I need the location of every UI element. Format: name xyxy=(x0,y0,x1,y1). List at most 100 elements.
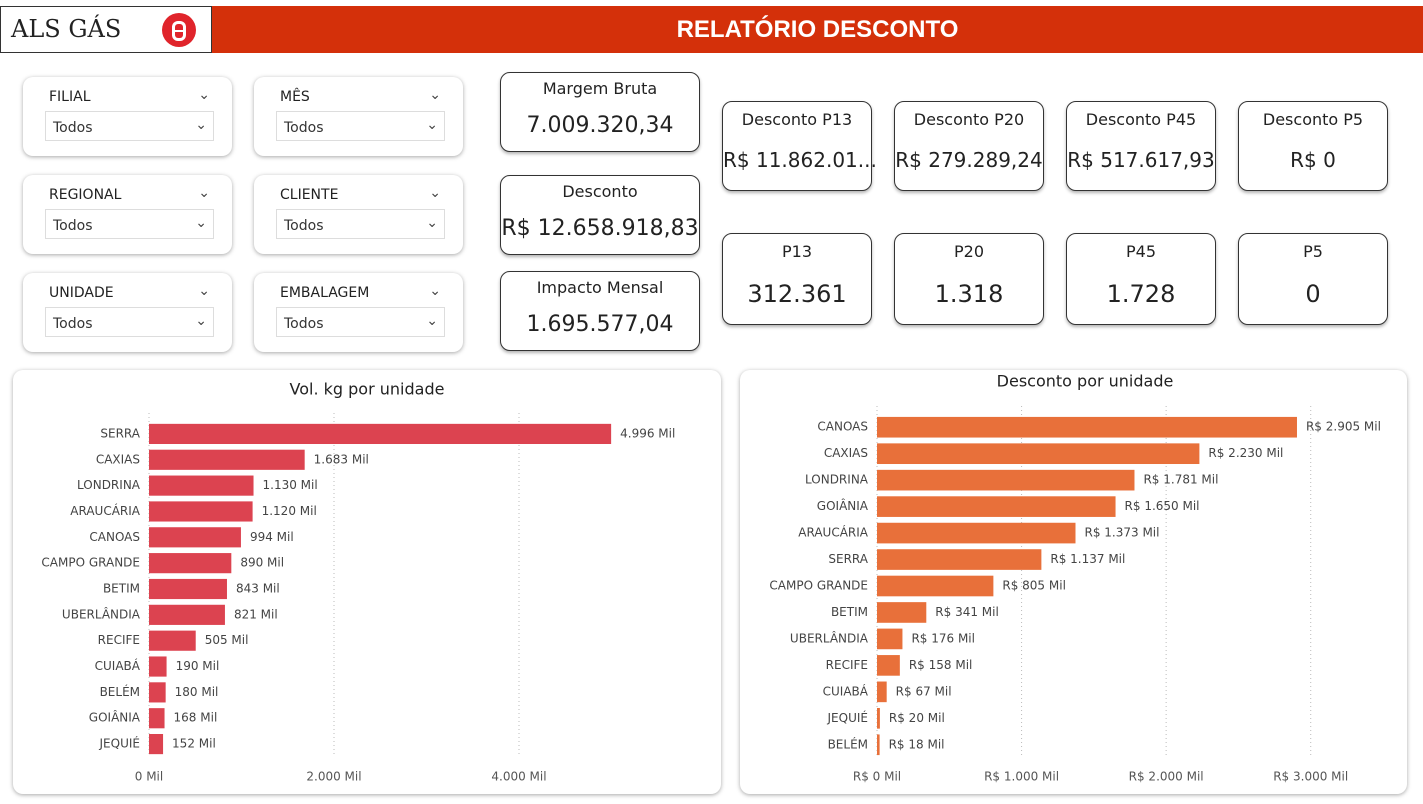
filter-slicer[interactable]: FILIAL ⌄ Todos ⌄ xyxy=(23,77,232,156)
data-label: R$ 1.781 Mil xyxy=(1143,473,1218,487)
y-tick-label: BETIM xyxy=(103,582,140,596)
kpi-card: Desconto R$ 12.658.918,83 xyxy=(500,175,700,255)
bar xyxy=(877,734,880,756)
x-tick-label: R$ 3.000 Mil xyxy=(1273,770,1348,784)
data-label: 1.683 Mil xyxy=(314,452,369,466)
y-tick-label: CANOAS xyxy=(817,420,868,434)
y-tick-label: JEQUIÉ xyxy=(99,736,140,751)
y-tick-label: GOIÂNIA xyxy=(817,498,869,513)
y-tick-label: BELÉM xyxy=(100,684,140,699)
bar xyxy=(877,602,927,623)
kpi-value: 1.695.577,04 xyxy=(526,312,674,337)
filter-value: Todos xyxy=(53,218,93,234)
x-tick-label: R$ 2.000 Mil xyxy=(1129,770,1204,784)
filter-slicer[interactable]: CLIENTE ⌄ Todos ⌄ xyxy=(254,175,463,254)
x-tick-label: R$ 0 Mil xyxy=(853,770,901,784)
chart-panel: Desconto por unidade R$ 0 Mil R$ 1.000 Mil… xyxy=(740,370,1407,794)
chevron: ⌄ xyxy=(426,313,438,329)
chevron: ⌄ xyxy=(195,313,207,329)
metric-card: P13 312.361 xyxy=(722,233,872,325)
filter-dropdown[interactable]: Todos ⌄ xyxy=(276,111,445,141)
bar xyxy=(877,416,1297,438)
bar xyxy=(149,656,167,677)
chevron: ⌄ xyxy=(429,185,441,201)
y-tick-label: CANOAS xyxy=(89,530,140,544)
metric-card: P20 1.318 xyxy=(894,233,1044,325)
bar xyxy=(149,423,612,445)
filter-dropdown[interactable]: Todos ⌄ xyxy=(276,307,445,337)
card-label: P13 xyxy=(781,242,812,261)
y-tick-label: CUIABÁ xyxy=(823,683,869,698)
metric-card: Desconto P5 R$ 0 xyxy=(1238,101,1388,191)
metric-card: Desconto P45 R$ 517.617,93 xyxy=(1066,101,1216,191)
data-label: R$ 176 Mil xyxy=(911,631,975,645)
data-label: 1.130 Mil xyxy=(263,478,318,492)
bar xyxy=(149,501,253,522)
filter-slicer[interactable]: UNIDADE ⌄ Todos ⌄ xyxy=(23,273,232,352)
card-label: Desconto P5 xyxy=(1262,110,1364,129)
chevron: ⌄ xyxy=(198,185,210,201)
bar xyxy=(877,575,994,597)
data-label: 1.120 Mil xyxy=(262,504,317,518)
data-label: R$ 1.137 Mil xyxy=(1050,552,1125,566)
metric-card: P45 1.728 xyxy=(1066,233,1216,325)
filter-label: FILIAL xyxy=(49,89,91,105)
kpi-label: Impacto Mensal xyxy=(536,278,664,297)
bar xyxy=(149,553,232,574)
bar xyxy=(877,469,1135,491)
data-label: R$ 2.230 Mil xyxy=(1208,446,1283,460)
data-label: 180 Mil xyxy=(175,685,219,699)
card-label: P5 xyxy=(1303,242,1323,261)
logo-icon xyxy=(162,13,196,47)
data-label: R$ 805 Mil xyxy=(1002,579,1066,593)
metric-card: Desconto P20 R$ 279.289,24 xyxy=(894,101,1044,191)
filter-slicer[interactable]: REGIONAL ⌄ Todos ⌄ xyxy=(23,175,232,254)
bar xyxy=(149,449,305,470)
filter-label: CLIENTE xyxy=(280,187,339,203)
bar xyxy=(149,604,225,625)
y-tick-label: UBERLÂNDIA xyxy=(790,630,869,645)
bar xyxy=(149,682,166,703)
y-tick-label: LONDRINA xyxy=(805,473,869,487)
card-label: Desconto P13 xyxy=(741,110,853,129)
card-label: Desconto P20 xyxy=(913,110,1025,129)
x-tick-label: 4.000 Mil xyxy=(491,770,546,784)
filter-label: UNIDADE xyxy=(49,285,114,301)
data-label: R$ 18 Mil xyxy=(889,737,945,751)
chevron: ⌄ xyxy=(198,283,210,299)
filter-slicer[interactable]: EMBALAGEM ⌄ Todos ⌄ xyxy=(254,273,463,352)
data-label: 190 Mil xyxy=(176,659,220,673)
card-value: R$ 0 xyxy=(1290,148,1336,172)
data-label: 168 Mil xyxy=(174,711,218,725)
y-tick-label: LONDRINA xyxy=(77,478,141,492)
kpi-card: Impacto Mensal 1.695.577,04 xyxy=(500,271,700,351)
data-label: R$ 1.373 Mil xyxy=(1084,526,1159,540)
data-label: 821 Mil xyxy=(234,607,278,621)
data-label: 152 Mil xyxy=(172,737,216,751)
chevron: ⌄ xyxy=(429,283,441,299)
data-label: 843 Mil xyxy=(236,582,280,596)
filter-dropdown[interactable]: Todos ⌄ xyxy=(45,307,214,337)
chart: Desconto por unidade R$ 0 Mil R$ 1.000 Mil… xyxy=(769,372,1381,784)
card-label: P45 xyxy=(1125,242,1156,261)
chart-panel: Vol. kg por unidade 0 Mil 2.000 Mil 4.000 M… xyxy=(13,370,721,794)
bar xyxy=(149,527,241,548)
header-bar: RELATÓRIO DESCONTO xyxy=(212,6,1423,53)
x-tick-label: 0 Mil xyxy=(135,770,163,784)
filter-value: Todos xyxy=(284,316,324,332)
card-value: R$ 517.617,93 xyxy=(1067,148,1215,172)
y-tick-label: SERRA xyxy=(828,552,868,566)
chart: Vol. kg por unidade 0 Mil 2.000 Mil 4.000 M… xyxy=(41,380,675,784)
y-tick-label: CAMPO GRANDE xyxy=(41,556,140,570)
filter-slicer[interactable]: MÊS ⌄ Todos ⌄ xyxy=(254,77,463,156)
kpi-value: R$ 12.658.918,83 xyxy=(501,216,699,241)
kpi-label: Margem Bruta xyxy=(542,79,658,98)
filter-dropdown[interactable]: Todos ⌄ xyxy=(45,209,214,239)
filter-dropdown[interactable]: Todos ⌄ xyxy=(45,111,214,141)
kpi-value: 7.009.320,34 xyxy=(526,113,674,138)
filter-dropdown[interactable]: Todos ⌄ xyxy=(276,209,445,239)
bar xyxy=(149,578,227,600)
data-label: R$ 67 Mil xyxy=(896,684,952,698)
data-label: R$ 158 Mil xyxy=(909,658,973,672)
chevron: ⌄ xyxy=(198,87,210,103)
